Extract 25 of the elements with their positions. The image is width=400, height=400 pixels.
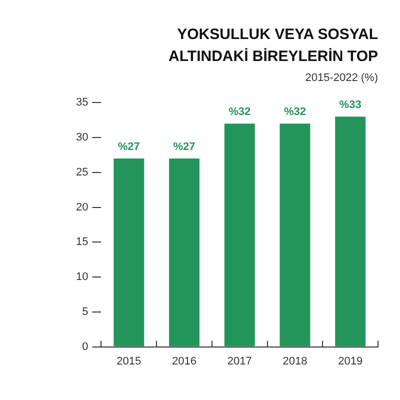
x-tick-label: 2018 bbox=[282, 355, 308, 368]
x-tick-label: 2016 bbox=[172, 355, 197, 368]
y-tick-label: 30 bbox=[76, 132, 88, 144]
y-tick-label: 0 bbox=[82, 340, 88, 353]
y-tick-label: 15 bbox=[76, 236, 88, 248]
y-tick-label: 35 bbox=[76, 96, 88, 109]
x-tick-label: 2015 bbox=[116, 355, 142, 368]
data-label: %32 bbox=[228, 106, 251, 118]
data-label: %27 bbox=[118, 141, 140, 154]
bar bbox=[224, 124, 255, 346]
bar bbox=[335, 116, 366, 346]
chart-title: YOKSULLUK VEYA SOSYAL ALTINDAKİ BİREYLERİN TOP bbox=[168, 26, 378, 65]
y-tick-label: 20 bbox=[76, 201, 88, 214]
x-tick-label: 2017 bbox=[227, 355, 252, 368]
bar bbox=[169, 158, 200, 346]
chart-subtitle: 2015-2022 (%) bbox=[305, 72, 378, 84]
bar bbox=[280, 124, 310, 346]
bar bbox=[114, 158, 144, 346]
y-tick-label: 5 bbox=[82, 306, 88, 318]
x-tick-label: 2019 bbox=[338, 355, 363, 368]
data-label: %32 bbox=[284, 106, 306, 118]
data-label: %33 bbox=[339, 99, 362, 112]
data-label: %27 bbox=[173, 141, 196, 154]
y-tick-label: 10 bbox=[76, 271, 88, 284]
y-tick-label: 25 bbox=[76, 166, 88, 178]
